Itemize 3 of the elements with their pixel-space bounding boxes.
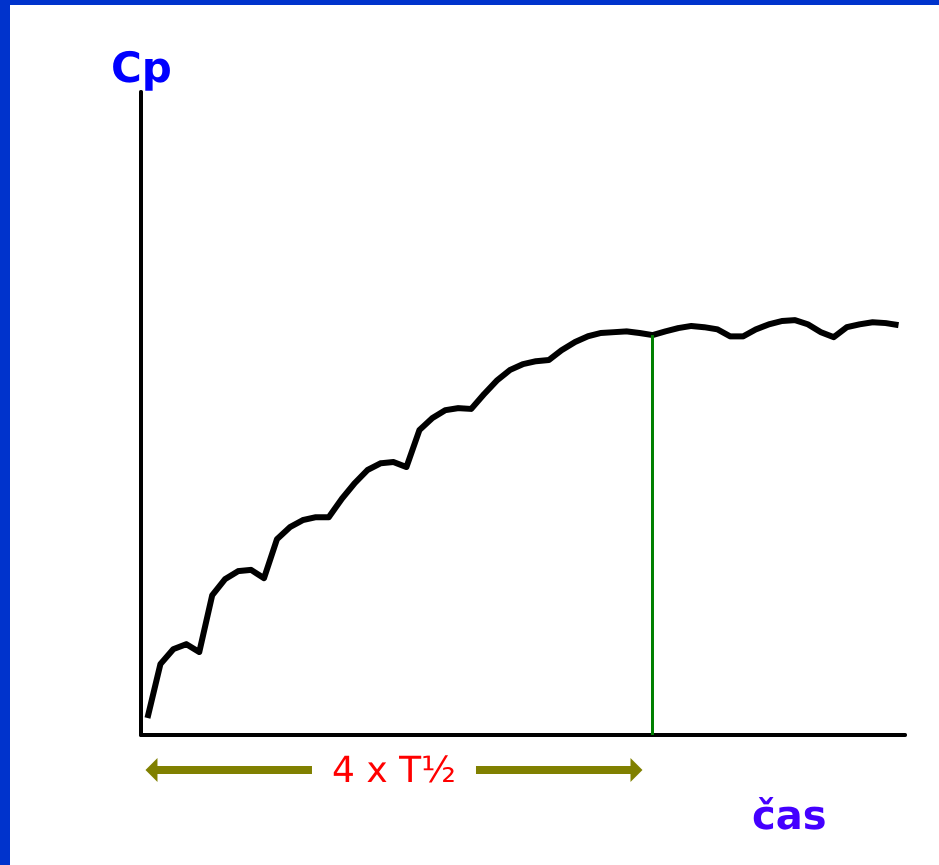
text: 4 x T½: [332, 750, 456, 791]
text: Cp: [110, 43, 172, 92]
x-axis-title: čas: [752, 793, 827, 839]
